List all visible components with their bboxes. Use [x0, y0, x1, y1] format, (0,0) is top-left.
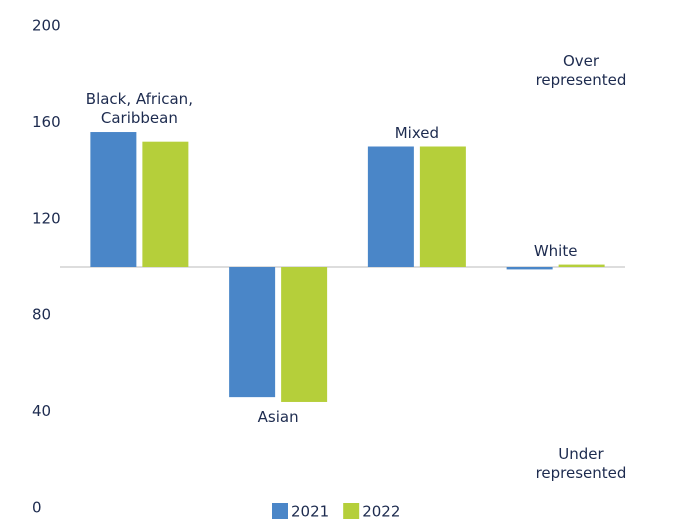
- bar: [367, 146, 414, 267]
- bar: [142, 141, 189, 267]
- y-tick-label: 80: [32, 306, 51, 324]
- bar: [506, 267, 553, 270]
- y-tick-label: 0: [32, 499, 42, 517]
- bar: [281, 267, 328, 402]
- y-tick-label: 120: [32, 209, 61, 227]
- annotation: Under represented: [535, 445, 627, 482]
- annotation: Over represented: [535, 52, 627, 89]
- category-label: Black, African, Caribbean: [85, 90, 193, 128]
- legend-label: 2022: [362, 503, 400, 520]
- legend-swatch: [343, 503, 360, 519]
- category-label: Mixed: [394, 123, 440, 142]
- legend-swatch: [272, 503, 288, 519]
- category-label: White: [533, 241, 578, 260]
- y-tick-label: 200: [32, 17, 61, 35]
- category-label: Asian: [257, 407, 299, 426]
- bar: [90, 132, 137, 267]
- bar: [419, 146, 466, 267]
- bar: [229, 267, 276, 398]
- y-tick-label: 160: [32, 113, 61, 131]
- bar: [558, 264, 605, 267]
- legend-label: 2021: [291, 503, 329, 520]
- y-tick-label: 40: [32, 402, 51, 420]
